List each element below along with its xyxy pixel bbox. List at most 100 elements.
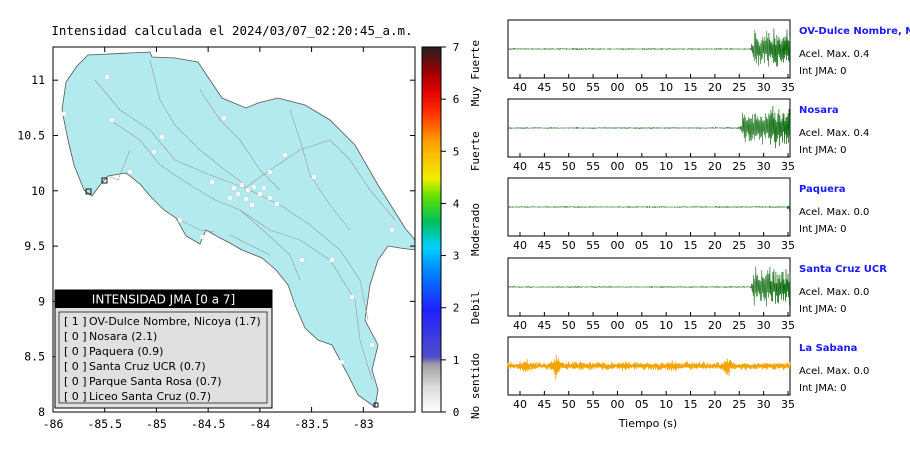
seismogram-panel: 40 45 50 55 00 05 10 15 20 25 30 35 OV-Dulce Nombre,… xyxy=(507,19,910,94)
map-xtick-label: -85.5 xyxy=(87,417,122,431)
colorbar-tick-label: 4 xyxy=(453,197,460,210)
seismogram-trace xyxy=(507,266,791,307)
seismogram-xtick-label: 00 xyxy=(610,81,624,94)
station-accel: Acel. Max. 0.4 xyxy=(799,128,869,139)
seismogram-xtick-label: 10 xyxy=(659,160,673,173)
seismogram-xtick-label: 25 xyxy=(732,319,746,332)
seis-xlabel: Tiempo (s) xyxy=(618,417,677,430)
colorbar-gradient xyxy=(421,46,442,413)
station-name: Paquera xyxy=(799,184,846,195)
colorbar-ticks: 0 1 2 3 4 5 6 7 xyxy=(441,41,460,419)
seismogram-xtick-label: 15 xyxy=(684,160,698,173)
seismogram-xtick-label: 55 xyxy=(586,398,600,411)
seismogram-trace xyxy=(507,205,791,211)
seismogram-frame xyxy=(507,98,791,158)
legend-items: [ 1 ] OV-Dulce Nombre, Nicoya (1.7)[ 0 ] N… xyxy=(64,315,261,403)
legend-item-label: Paquera (0.9) xyxy=(89,345,163,358)
station-jma: Int JMA: 0 xyxy=(799,383,847,394)
seismogram-xtick-label: 00 xyxy=(610,398,624,411)
seismogram-xtick-label: 40 xyxy=(513,398,527,411)
seismogram-xtick-label: 45 xyxy=(537,160,551,173)
seismogram-xtick-label: 20 xyxy=(708,319,722,332)
seismogram-xtick-label: 05 xyxy=(635,81,649,94)
seismogram-xtick-label: 10 xyxy=(659,239,673,252)
station-accel: Acel. Max. 0.0 xyxy=(799,287,869,298)
seismogram-panel: 40 45 50 55 00 05 10 15 20 25 30 35 Santa Cruz UCR Ac… xyxy=(507,257,887,332)
station-name: Santa Cruz UCR xyxy=(799,264,887,275)
seismogram-xtick-label: 30 xyxy=(757,160,771,173)
seismogram-xtick-label: 45 xyxy=(537,319,551,332)
colorbar-intensity-label: No sentido xyxy=(469,353,482,419)
seismogram-xtick-label: 10 xyxy=(659,319,673,332)
legend: INTENSIDAD JMA [0 a 7] [ 1 ] OV-Dulce Nom… xyxy=(54,289,273,409)
legend-title: INTENSIDAD JMA [0 a 7] xyxy=(92,293,235,307)
map-xtick-label: -84.5 xyxy=(191,417,226,431)
legend-item-label: Nosara (2.1) xyxy=(89,330,157,343)
seismogram-xtick-label: 00 xyxy=(610,160,624,173)
station-accel: Acel. Max. 0.0 xyxy=(799,366,869,377)
map-xtick-label: -86 xyxy=(43,417,64,431)
map-xtick-label: -85 xyxy=(146,417,167,431)
legend-inner xyxy=(58,311,268,404)
seismogram-xtick-label: 20 xyxy=(708,398,722,411)
seismogram-xtick-label: 40 xyxy=(513,239,527,252)
seismogram-trace xyxy=(507,28,791,67)
colorbar-labels: No sentido Debil Moderado Fuerte Muy Fuerte xyxy=(469,40,482,419)
legend-item-label: Parque Santa Rosa (0.7) xyxy=(89,375,222,388)
station-markers xyxy=(85,177,379,408)
colorbar-tick-label: 3 xyxy=(453,250,460,263)
colorbar-tick-label: 7 xyxy=(453,41,460,54)
seismogram-trace xyxy=(507,355,791,380)
seismogram-xtick-label: 50 xyxy=(562,81,576,94)
map-ytick-label: 9.5 xyxy=(24,239,45,253)
station-jma: Int JMA: 0 xyxy=(799,304,847,315)
seismogram-xtick-label: 00 xyxy=(610,239,624,252)
seismogram-xtick-label: 55 xyxy=(586,160,600,173)
legend-item-label: OV-Dulce Nombre, Nicoya (1.7) xyxy=(89,315,261,328)
map-ytick-label: 11 xyxy=(31,73,45,87)
colorbar-intensity-label: Muy Fuerte xyxy=(469,40,482,106)
seismogram-xtick-label: 05 xyxy=(635,319,649,332)
seismogram-xtick-label: 40 xyxy=(513,319,527,332)
legend-item-code: [ 0 ] xyxy=(64,360,87,373)
map-title: Intensidad calculada el 2024/03/07_02:20… xyxy=(51,23,412,38)
colorbar-tick-label: 1 xyxy=(453,354,460,367)
seismogram-xtick-label: 10 xyxy=(659,398,673,411)
colorbar-intensity-label: Fuerte xyxy=(469,131,482,171)
seismogram-xtick-label: 20 xyxy=(708,239,722,252)
seismogram-xtick-label: 45 xyxy=(537,81,551,94)
legend-header xyxy=(55,290,272,308)
legend-item-code: [ 0 ] xyxy=(64,375,87,388)
legend-item-code: [ 0 ] xyxy=(64,330,87,343)
seismogram-xtick-label: 50 xyxy=(562,239,576,252)
seismogram-xtick-label: 55 xyxy=(586,239,600,252)
seismogram-trace xyxy=(507,106,791,149)
seismogram-xtick-label: 50 xyxy=(562,398,576,411)
seismogram-xtick-label: 25 xyxy=(732,398,746,411)
seismogram-xtick-label: 45 xyxy=(537,239,551,252)
legend-box xyxy=(54,289,273,409)
seismogram-xtick-label: 15 xyxy=(684,398,698,411)
seismogram-xtick-label: 30 xyxy=(757,239,771,252)
map-xtick-label: -83 xyxy=(353,417,374,431)
station-jma: Int JMA: 0 xyxy=(799,224,847,235)
legend-item-label: Santa Cruz UCR (0.7) xyxy=(89,360,206,373)
map-ytick-label: 10.5 xyxy=(17,128,45,142)
seismogram-xtick-label: 35 xyxy=(781,319,795,332)
seismogram-xtick-label: 05 xyxy=(635,160,649,173)
colorbar-tick-label: 2 xyxy=(453,302,460,315)
legend-item-code: [ 1 ] xyxy=(64,315,87,328)
seismogram-xtick-label: 00 xyxy=(610,319,624,332)
seismogram-xtick-label: 50 xyxy=(562,160,576,173)
colorbar-intensity-label: Moderado xyxy=(469,203,482,256)
seismogram-xtick-label: 30 xyxy=(757,319,771,332)
seismogram-xtick-label: 25 xyxy=(732,160,746,173)
seismogram-xtick-label: 30 xyxy=(757,81,771,94)
seismogram-xtick-label: 55 xyxy=(586,81,600,94)
seismogram-xtick-label: 35 xyxy=(781,239,795,252)
map-xtick-label: -83.5 xyxy=(294,417,329,431)
seismogram-xtick-label: 25 xyxy=(732,81,746,94)
seismogram-xtick-label: 45 xyxy=(537,398,551,411)
seismogram-xtick-label: 10 xyxy=(659,81,673,94)
